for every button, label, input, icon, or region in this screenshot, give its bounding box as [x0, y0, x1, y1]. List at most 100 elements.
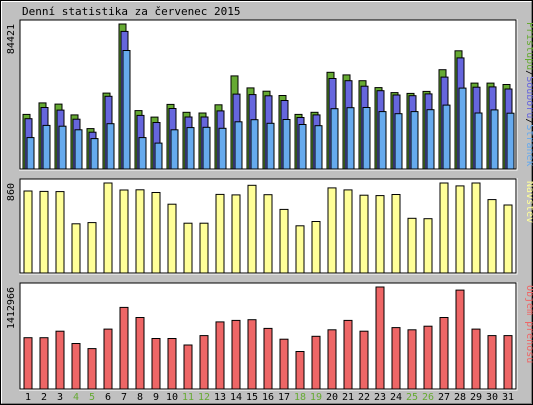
bar-str-nek-day-12 [202, 126, 211, 170]
y-max-label: 1412966 [6, 287, 17, 329]
bar-objem-p-enosu-day-7 [119, 306, 129, 390]
bar-objem-p-enosu-day-8 [135, 317, 145, 390]
y-max-label: 84421 [6, 24, 17, 54]
bar-str-nek-day-4 [74, 129, 83, 170]
bar-n-v-t-v-day-3 [55, 191, 65, 274]
bar-objem-p-enosu-day-4 [71, 343, 81, 390]
bar-str-nek-day-7 [122, 50, 131, 170]
visits-panel: 860 Návštěv [6, 178, 533, 275]
bar-str-nek-day-5 [90, 138, 99, 170]
bar-str-nek-day-8 [138, 137, 147, 170]
bar-objem-p-enosu-day-21 [343, 319, 353, 390]
x-tick-label-day-22: 22 [358, 392, 370, 403]
bar-str-nek-day-24 [394, 113, 403, 170]
x-tick-label-day-19: 19 [310, 392, 322, 403]
bar-str-nek-day-27 [442, 104, 451, 170]
bar-n-v-t-v-day-17 [279, 208, 289, 274]
bar-objem-p-enosu-day-16 [263, 327, 273, 390]
x-tick-label-day-12: 12 [198, 392, 210, 403]
legend: Návštěv [524, 181, 533, 223]
bar-str-nek-day-3 [58, 125, 67, 170]
bar-objem-p-enosu-day-13 [215, 321, 225, 390]
x-tick-label-day-18: 18 [294, 392, 306, 403]
chart-title: Denní statistika za červenec 2015 [22, 5, 241, 18]
bar-str-nek-day-6 [106, 123, 115, 170]
x-tick-label-day-2: 2 [41, 392, 47, 403]
bar-n-v-t-v-day-26 [423, 218, 433, 274]
bar-n-v-t-v-day-30 [487, 199, 497, 274]
bar-objem-p-enosu-day-27 [439, 317, 449, 390]
bar-objem-p-enosu-day-5 [87, 348, 97, 390]
legend-entry: Souborů [524, 76, 533, 118]
y-max-label: 860 [6, 183, 17, 201]
bar-str-nek-day-14 [234, 121, 243, 170]
x-tick-label-day-14: 14 [230, 392, 242, 403]
bar-objem-p-enosu-day-18 [295, 351, 305, 390]
bar-n-v-t-v-day-21 [343, 189, 353, 274]
bar-str-nek-day-9 [154, 142, 163, 170]
bar-str-nek-day-26 [426, 109, 435, 170]
bar-str-nek-day-2 [42, 124, 51, 170]
bar-n-v-t-v-day-28 [455, 185, 465, 274]
x-tick-label-day-16: 16 [262, 392, 274, 403]
bar-str-nek-day-13 [218, 127, 227, 170]
bar-str-nek-day-30 [490, 109, 499, 170]
x-tick-label-day-8: 8 [137, 392, 143, 403]
x-axis: 1 2 3 4 5 6 7 8 9 10 11 12 13 14 15 16 17 18 19 20 21 22 23 24 2… [25, 392, 514, 403]
bar-n-v-t-v-day-13 [215, 193, 225, 274]
bar-str-nek-day-19 [314, 125, 323, 170]
x-tick-label-day-11: 11 [182, 392, 194, 403]
bar-objem-p-enosu-day-2 [39, 337, 49, 390]
bar-str-nek-day-18 [298, 124, 307, 170]
bar-n-v-t-v-day-11 [183, 222, 193, 274]
bar-objem-p-enosu-day-29 [471, 328, 481, 390]
x-tick-label-day-15: 15 [246, 392, 258, 403]
bar-objem-p-enosu-day-23 [375, 286, 385, 390]
bar-objem-p-enosu-day-15 [247, 319, 257, 390]
x-tick-label-day-27: 27 [438, 392, 450, 403]
bar-str-nek-day-10 [170, 129, 179, 170]
x-tick-label-day-1: 1 [25, 392, 31, 403]
bar-n-v-t-v-day-20 [327, 187, 337, 274]
legend-entry: Objem přenosu [524, 285, 533, 363]
x-tick-label-day-23: 23 [374, 392, 386, 403]
bar-n-v-t-v-day-9 [151, 192, 161, 274]
bar-n-v-t-v-day-8 [135, 189, 145, 274]
bar-n-v-t-v-day-7 [119, 189, 129, 274]
bar-n-v-t-v-day-25 [407, 217, 417, 274]
bar-n-v-t-v-day-12 [199, 222, 209, 274]
x-tick-label-day-21: 21 [342, 392, 354, 403]
bar-str-nek-day-25 [410, 111, 419, 170]
bar-n-v-t-v-day-29 [471, 182, 481, 274]
bar-objem-p-enosu-day-14 [231, 319, 241, 390]
bar-str-nek-day-16 [266, 122, 275, 170]
bar-n-v-t-v-day-4 [71, 223, 81, 274]
x-tick-label-day-17: 17 [278, 392, 290, 403]
bar-n-v-t-v-day-15 [247, 184, 257, 274]
legend: Objem přenosu [524, 285, 533, 363]
bar-str-nek-day-28 [458, 87, 467, 170]
x-tick-label-day-30: 30 [486, 392, 498, 403]
bar-n-v-t-v-day-18 [295, 225, 305, 274]
bar-n-v-t-v-day-2 [39, 190, 49, 274]
bar-n-v-t-v-day-19 [311, 221, 321, 274]
bar-n-v-t-v-day-5 [87, 222, 97, 274]
bar-objem-p-enosu-day-20 [327, 329, 337, 390]
bar-objem-p-enosu-day-19 [311, 335, 321, 390]
bar-n-v-t-v-day-14 [231, 194, 241, 274]
chart-panels: 84421Přístupů/Souborů/Stránek860Návštěv1… [6, 19, 533, 391]
bar-n-v-t-v-day-22 [359, 194, 369, 274]
legend-entry: Přístupů [524, 22, 533, 70]
x-tick-label-day-31: 31 [502, 392, 514, 403]
x-tick-label-day-7: 7 [121, 392, 127, 403]
bar-n-v-t-v-day-27 [439, 182, 449, 274]
x-tick-label-day-24: 24 [390, 392, 402, 403]
bar-str-nek-day-17 [282, 119, 291, 170]
x-tick-label-day-26: 26 [422, 392, 434, 403]
bar-objem-p-enosu-day-26 [423, 325, 433, 390]
bar-objem-p-enosu-day-24 [391, 327, 401, 390]
plot-bevel [19, 282, 518, 391]
bar-objem-p-enosu-day-1 [23, 337, 33, 390]
legend-entry: / [524, 70, 533, 76]
